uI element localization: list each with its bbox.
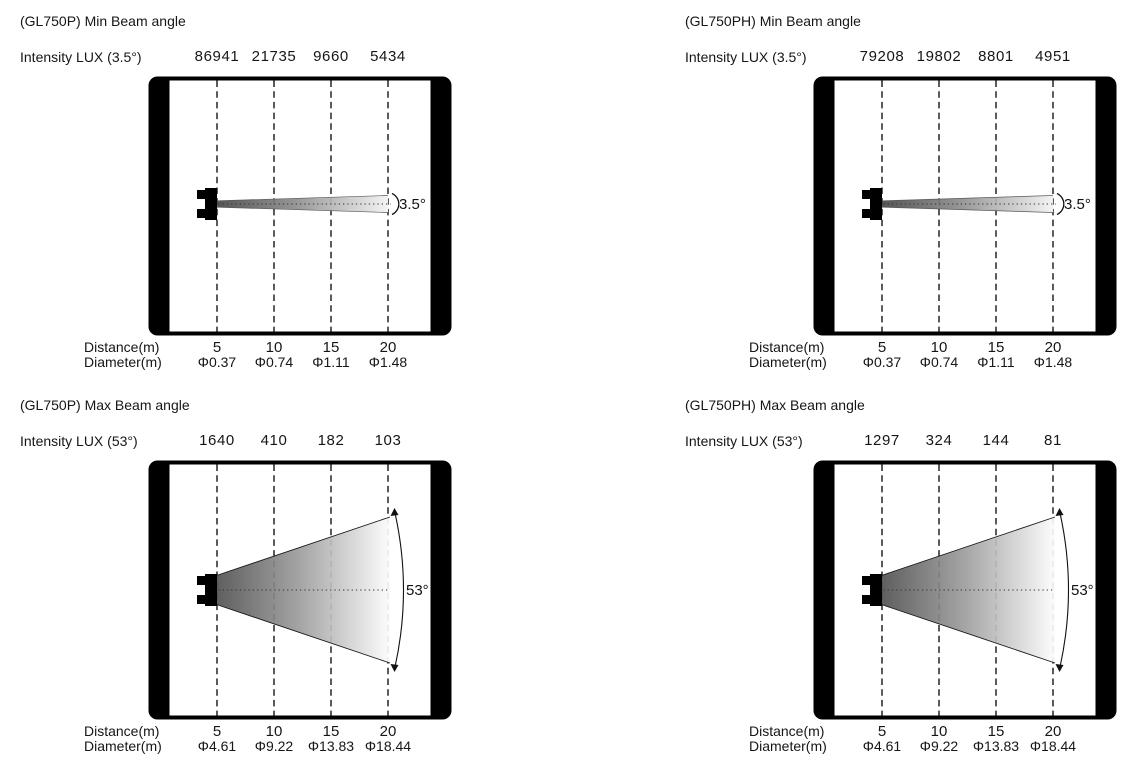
fixture-icon: [197, 574, 217, 606]
panel-title: (GL750PH) Min Beam angle: [685, 13, 861, 29]
intensity-value: 81: [1044, 432, 1062, 449]
panel-gl750ph-max-beam: (GL750PH) Max Beam angle Intensity LUX (…: [683, 392, 1144, 764]
angle-arc: [1055, 508, 1069, 672]
fixture-icon: [862, 188, 882, 220]
angle-arc: [390, 508, 404, 672]
intensity-label: Intensity LUX (3.5°): [20, 49, 142, 65]
diameter-value: Φ1.11: [977, 354, 1015, 370]
distance-label: Distance(m): [84, 723, 160, 739]
beam-diagram-max: 53°: [813, 460, 1117, 720]
intensity-value: 86941: [194, 48, 240, 65]
intensity-value: 1640: [199, 432, 235, 449]
intensity-label: Intensity LUX (53°): [20, 433, 138, 449]
panel-title: (GL750P) Max Beam angle: [20, 397, 190, 413]
intensity-value: 9660: [313, 48, 349, 65]
intensity-value: 8801: [978, 48, 1014, 65]
panel-title: (GL750P) Min Beam angle: [20, 13, 186, 29]
distance-value: 15: [322, 339, 340, 356]
beam-diagram-min: 3.5°: [148, 76, 452, 336]
diameter-value: Φ9.22: [254, 738, 294, 754]
intensity-value: 144: [982, 432, 1010, 449]
beam-edges: [211, 195, 389, 213]
diameter-value: Φ1.48: [368, 354, 408, 370]
diameter-label: Diameter(m): [749, 738, 827, 754]
diameter-value: Φ18.44: [364, 738, 412, 754]
diameter-value: Φ9.22: [919, 738, 959, 754]
diameter-value: Φ4.61: [197, 738, 237, 754]
intensity-value: 1297: [864, 432, 900, 449]
diameter-value: Φ0.74: [254, 354, 294, 370]
distance-value: 10: [930, 339, 948, 356]
intensity-value: 103: [374, 432, 402, 449]
intensity-value: 19802: [916, 48, 962, 65]
diameter-label: Diameter(m): [749, 354, 827, 370]
distance-value: 5: [212, 723, 222, 740]
diameter-value: Φ0.37: [862, 354, 902, 370]
intensity-value: 5434: [370, 48, 406, 65]
intensity-label: Intensity LUX (3.5°): [685, 49, 807, 65]
diameter-value: Φ13.83: [307, 738, 355, 754]
angle-label: 53°: [406, 582, 429, 599]
intensity-label: Intensity LUX (53°): [685, 433, 803, 449]
angle-arc: [1056, 192, 1065, 216]
fixture-icon: [197, 188, 217, 220]
distance-value: 20: [1044, 339, 1062, 356]
diameter-label: Diameter(m): [84, 738, 162, 754]
distance-value: 10: [930, 723, 948, 740]
distance-label: Distance(m): [84, 339, 160, 355]
diameter-value: Φ13.83: [972, 738, 1020, 754]
intensity-value: 324: [925, 432, 953, 449]
panel-gl750p-min-beam: (GL750P) Min Beam angle Intensity LUX (3…: [18, 8, 480, 380]
diameter-value: Φ0.74: [919, 354, 959, 370]
distance-value: 20: [1044, 723, 1062, 740]
angle-label: 3.5°: [1064, 196, 1091, 213]
distance-value: 10: [265, 339, 283, 356]
distance-value: 10: [265, 723, 283, 740]
distance-value: 15: [987, 339, 1005, 356]
diameter-value: Φ1.11: [312, 354, 350, 370]
distance-value: 5: [212, 339, 222, 356]
panel-gl750p-max-beam: (GL750P) Max Beam angle Intensity LUX (5…: [18, 392, 480, 764]
distance-value: 20: [379, 723, 397, 740]
distance-gridlines: [216, 464, 389, 716]
distance-gridlines: [216, 80, 389, 332]
distance-value: 15: [987, 723, 1005, 740]
intensity-value: 4951: [1035, 48, 1071, 65]
diameter-label: Diameter(m): [84, 354, 162, 370]
angle-label: 3.5°: [399, 196, 426, 213]
distance-value: 15: [322, 723, 340, 740]
distance-label: Distance(m): [749, 723, 825, 739]
beam-edges: [876, 516, 1056, 664]
fixture-icon: [862, 574, 882, 606]
distance-value: 20: [379, 339, 397, 356]
diameter-value: Φ18.44: [1029, 738, 1077, 754]
distance-label: Distance(m): [749, 339, 825, 355]
diameter-value: Φ1.48: [1033, 354, 1073, 370]
intensity-value: 21735: [251, 48, 297, 65]
beam-edges: [876, 195, 1054, 213]
beam-edges: [211, 516, 391, 664]
intensity-value: 182: [317, 432, 345, 449]
panel-gl750ph-min-beam: (GL750PH) Min Beam angle Intensity LUX (…: [683, 8, 1144, 380]
diameter-value: Φ4.61: [862, 738, 902, 754]
diameter-value: Φ0.37: [197, 354, 237, 370]
beam-diagram-max: 53°: [148, 460, 452, 720]
panel-title: (GL750PH) Max Beam angle: [685, 397, 865, 413]
distance-value: 5: [877, 723, 887, 740]
intensity-value: 79208: [859, 48, 905, 65]
angle-arc: [391, 192, 400, 216]
angle-label: 53°: [1071, 582, 1094, 599]
distance-gridlines: [881, 80, 1054, 332]
intensity-value: 410: [260, 432, 288, 449]
distance-value: 5: [877, 339, 887, 356]
beam-diagram-min: 3.5°: [813, 76, 1117, 336]
distance-gridlines: [881, 464, 1054, 716]
